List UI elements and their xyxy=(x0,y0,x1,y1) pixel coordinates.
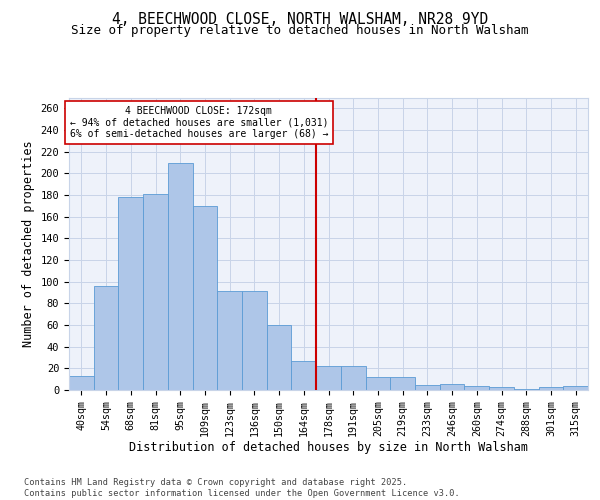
Bar xyxy=(563,386,588,390)
Bar xyxy=(168,162,193,390)
Bar xyxy=(316,366,341,390)
Bar xyxy=(69,376,94,390)
Bar xyxy=(242,292,267,390)
Bar xyxy=(464,386,489,390)
Bar xyxy=(143,194,168,390)
Bar xyxy=(118,197,143,390)
Text: Contains HM Land Registry data © Crown copyright and database right 2025.
Contai: Contains HM Land Registry data © Crown c… xyxy=(24,478,460,498)
Text: 4 BEECHWOOD CLOSE: 172sqm
← 94% of detached houses are smaller (1,031)
6% of sem: 4 BEECHWOOD CLOSE: 172sqm ← 94% of detac… xyxy=(70,106,328,140)
X-axis label: Distribution of detached houses by size in North Walsham: Distribution of detached houses by size … xyxy=(129,442,528,454)
Bar xyxy=(292,361,316,390)
Bar xyxy=(217,292,242,390)
Bar xyxy=(440,384,464,390)
Bar xyxy=(415,384,440,390)
Text: 4, BEECHWOOD CLOSE, NORTH WALSHAM, NR28 9YD: 4, BEECHWOOD CLOSE, NORTH WALSHAM, NR28 … xyxy=(112,12,488,28)
Bar xyxy=(489,387,514,390)
Bar xyxy=(267,325,292,390)
Bar xyxy=(390,377,415,390)
Bar xyxy=(514,389,539,390)
Bar xyxy=(365,377,390,390)
Bar xyxy=(539,387,563,390)
Bar xyxy=(193,206,217,390)
Bar xyxy=(94,286,118,390)
Text: Size of property relative to detached houses in North Walsham: Size of property relative to detached ho… xyxy=(71,24,529,37)
Y-axis label: Number of detached properties: Number of detached properties xyxy=(22,140,35,347)
Bar xyxy=(341,366,365,390)
